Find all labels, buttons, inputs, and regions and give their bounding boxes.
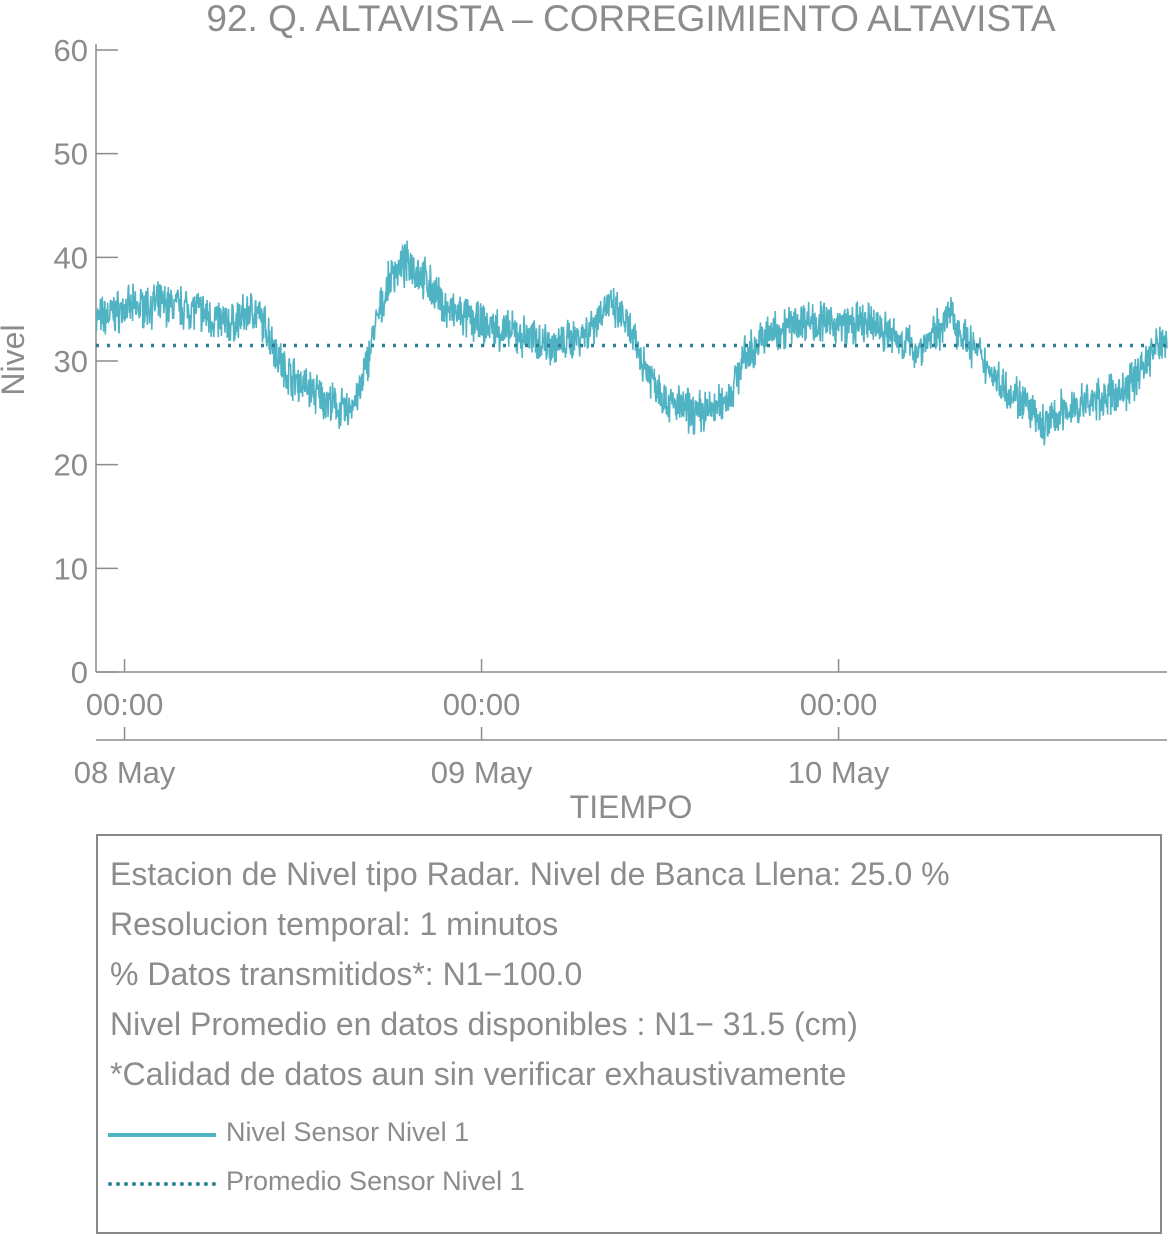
y-tick-label: 50 [54,137,88,172]
y-axis: 0 10 20 30 40 50 60 [54,33,118,690]
y-tick-label: 10 [54,551,88,586]
chart-title: 92. Q. ALTAVISTA – CORREGIMIENTO ALTAVIS… [206,0,1055,39]
note-station-type: Estacion de Nivel tipo Radar. Nivel de B… [110,856,950,892]
note-resolution: Resolucion temporal: 1 minutos [110,906,559,942]
info-box: Estacion de Nivel tipo Radar. Nivel de B… [96,834,1162,1234]
y-tick-label: 20 [54,448,88,483]
plot-area [95,240,1168,446]
x-axis: 00:00 08 May 00:00 09 May 00:00 10 May [74,659,1167,790]
x-axis-label: TIEMPO [570,789,693,825]
x-tick-date-label: 09 May [431,755,533,790]
series-line-sensor [95,240,1168,446]
legend-dotted-line-icon [108,1182,216,1186]
legend-label-average: Promedio Sensor Nivel 1 [226,1166,525,1196]
note-data-quality: *Calidad de datos aun sin verificar exha… [110,1056,847,1092]
x-tick-date-label: 08 May [74,755,176,790]
x-tick-time-label: 00:00 [86,687,164,722]
y-tick-label: 60 [54,33,88,68]
y-tick-label: 40 [54,240,88,275]
legend-solid-line-icon [108,1133,216,1137]
y-tick-label: 30 [54,344,88,379]
y-axis-label: Nivel [0,324,31,395]
level-chart: 92. Q. ALTAVISTA – CORREGIMIENTO ALTAVIS… [0,0,1168,825]
x-tick-time-label: 00:00 [800,687,878,722]
x-tick-time-label: 00:00 [443,687,521,722]
x-tick-date-label: 10 May [788,755,890,790]
y-tick-label: 0 [71,655,88,690]
note-average-level: Nivel Promedio en datos disponibles : N1… [110,1006,858,1042]
legend-label-sensor: Nivel Sensor Nivel 1 [226,1117,470,1147]
note-data-transmitted: % Datos transmitidos*: N1−100.0 [110,956,583,992]
